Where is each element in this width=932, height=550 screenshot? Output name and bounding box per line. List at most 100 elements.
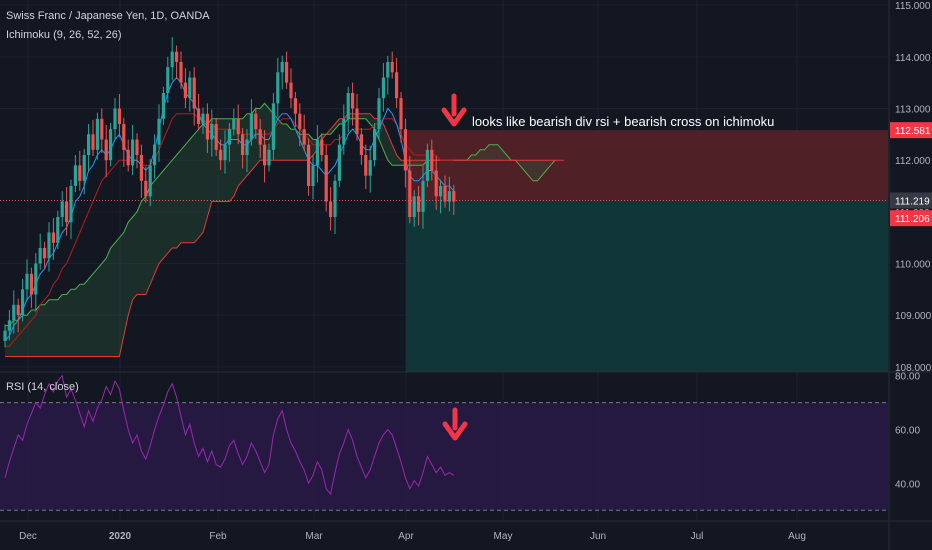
candle-body [197, 108, 201, 124]
candle-body [126, 149, 130, 166]
candle-body [219, 149, 223, 161]
time-tick-label: Dec [19, 531, 37, 542]
candle-body [34, 263, 38, 295]
price-tag [890, 192, 932, 209]
candle-body [135, 139, 139, 155]
candle-body [289, 82, 293, 99]
candle-body [60, 201, 64, 217]
candle-body [157, 118, 161, 145]
candle-body [443, 186, 447, 202]
candle-body [179, 62, 183, 83]
symbol-legend: Swiss Franc / Japanese Yen, 1D, OANDA [6, 10, 210, 22]
annotation-text: looks like bearish div rsi + bearish cro… [472, 114, 774, 129]
candle-body [254, 113, 258, 130]
candle-body [82, 155, 86, 181]
candle-body [430, 149, 434, 171]
candle-body [73, 165, 77, 186]
candle-body [188, 77, 192, 99]
candle-body [223, 144, 227, 161]
candle-body [7, 320, 11, 331]
time-tick-label: Feb [209, 531, 227, 542]
candle-body [267, 149, 271, 166]
candle-body [175, 51, 179, 62]
candle-body [329, 201, 333, 217]
candle-body [166, 67, 170, 93]
candle-body [395, 72, 399, 99]
candle-body [320, 139, 324, 155]
candle-body [12, 304, 16, 321]
ichimoku-cloud [5, 103, 555, 357]
candle-body [245, 139, 249, 155]
candle-body [311, 165, 315, 186]
candle-body [276, 72, 280, 104]
candle-body [359, 134, 363, 155]
candle-body [144, 180, 148, 197]
candle-body [315, 139, 319, 166]
candle-body [131, 139, 135, 166]
candle-body [447, 191, 451, 202]
candle-body [390, 62, 394, 73]
candle-body [249, 113, 253, 140]
time-tick-label: Jun [590, 531, 606, 542]
candle-body [91, 134, 95, 150]
candle-body [205, 113, 209, 140]
price-arrow-icon-head [441, 107, 467, 127]
time-tick-label: Jul [691, 531, 704, 542]
candle-body [364, 155, 368, 176]
time-tick-label: Apr [398, 531, 414, 542]
candle-body [333, 180, 337, 217]
candle-body [408, 170, 412, 217]
time-tick-label: 2020 [109, 531, 132, 542]
rsi-tick-label: 80.00 [895, 372, 920, 383]
candle-body [232, 118, 236, 130]
price-tick-label: 113.000 [895, 105, 931, 116]
price-tick-label: 114.000 [895, 53, 931, 64]
candle-body [452, 191, 456, 202]
candle-body [377, 98, 381, 130]
candle-body [368, 160, 372, 176]
candle-body [258, 129, 262, 145]
candle-body [298, 113, 302, 130]
candle-body [342, 118, 346, 145]
candle-body [293, 98, 297, 114]
candle-body [113, 108, 117, 130]
candle-body [302, 129, 306, 145]
price-tick-label: 110.000 [895, 260, 931, 271]
price-tick-label: 109.000 [895, 311, 932, 322]
candle-body [307, 144, 311, 186]
rsi-tick-label: 40.00 [895, 479, 920, 490]
candle-body [170, 51, 174, 68]
candle-body [373, 129, 377, 161]
time-tick-label: Aug [788, 531, 806, 542]
candle-body [417, 196, 421, 212]
candle-body [412, 196, 416, 217]
time-tick-label: Mar [305, 531, 323, 542]
candle-body [403, 129, 407, 171]
candle-body [161, 93, 165, 119]
candle-body [95, 118, 99, 150]
price-tag [890, 122, 932, 139]
price-tag-label: 111.206 [895, 214, 930, 225]
candle-body [38, 248, 42, 264]
candle-body [337, 144, 341, 181]
candle-body [439, 186, 443, 197]
candle-body [210, 124, 214, 140]
candle-body [117, 108, 121, 124]
candle-body [425, 149, 429, 181]
price-tag-label: 112.581 [895, 126, 931, 137]
candle-body [434, 170, 438, 197]
candle-body [21, 289, 25, 316]
rsi-line [4, 374, 455, 496]
candle-body [324, 155, 328, 202]
candle-body [241, 134, 245, 155]
candle-body [148, 165, 152, 197]
candle-body [65, 201, 69, 223]
rsi-legend: RSI (14, close) [6, 381, 79, 393]
candle-body [351, 93, 355, 109]
senkou-span-b-line [5, 113, 564, 357]
candle-body [399, 98, 403, 130]
candle-body [78, 165, 82, 181]
candle-body [263, 144, 267, 166]
candle-body [104, 139, 108, 161]
